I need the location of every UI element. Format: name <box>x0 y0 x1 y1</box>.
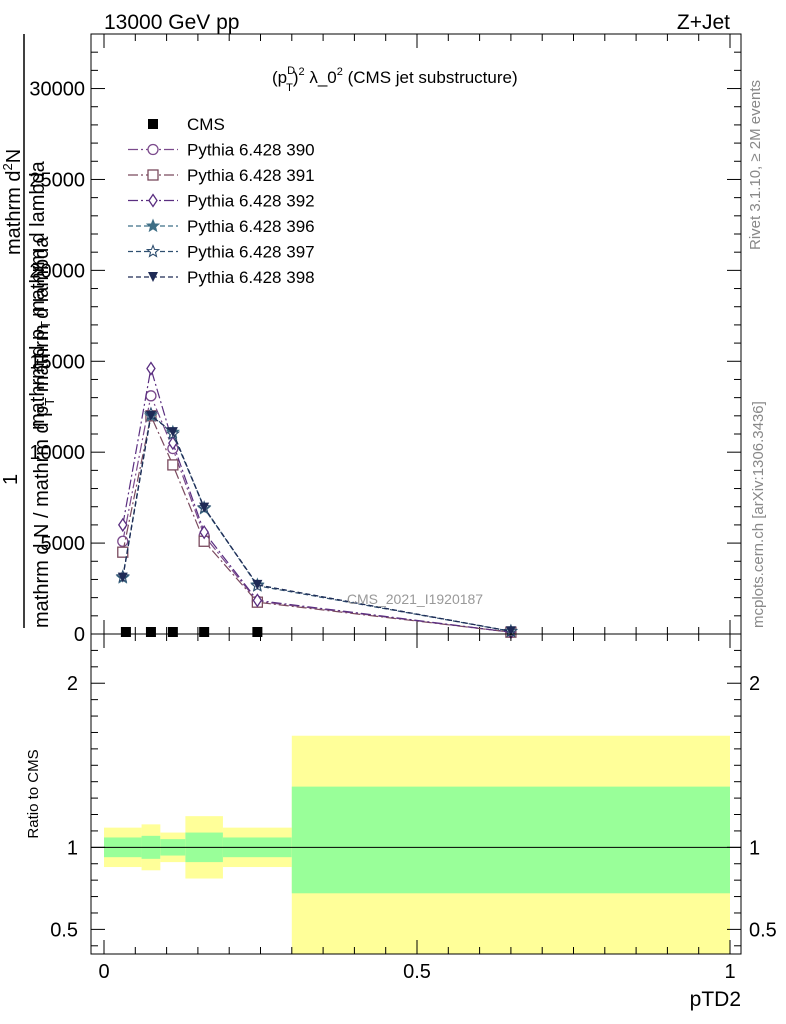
legend-marker <box>148 193 158 208</box>
ratio-y-tick-label-right: 0.5 <box>749 919 777 941</box>
data-point <box>199 627 210 637</box>
legend-label: Pythia 6.428 398 <box>187 268 315 287</box>
series-line <box>122 368 511 633</box>
data-point <box>117 572 128 583</box>
legend-label: CMS <box>187 115 225 134</box>
legend-item: Pythia 6.428 391 <box>128 166 315 185</box>
y-tick-label: 25000 <box>29 169 85 191</box>
legend-item: Pythia 6.428 398 <box>128 268 315 287</box>
legend-label: Pythia 6.428 392 <box>187 192 315 211</box>
ylabel-numerator: mathrm d2N <box>0 149 25 255</box>
ratio-y-tick-label-right: 2 <box>749 673 760 695</box>
header-right: Z+Jet <box>677 11 730 34</box>
data-point <box>145 627 156 637</box>
y-tick-label: 5000 <box>41 533 86 555</box>
mcplots-label: mcplots.cern.ch [arXiv:1306.3436] <box>750 401 767 628</box>
main-plot: 0 5000 10000 15000 20000 25000 30000 <box>29 33 742 646</box>
data-point <box>167 459 179 471</box>
x-tick-label: 1 <box>724 961 735 983</box>
legend-item: Pythia 6.428 396 <box>128 217 315 236</box>
main-ylabel: 1 mathrm d N / mathrm d pT mathrm d lamb… <box>0 34 57 628</box>
ratio-y-tick-label-right: 1 <box>749 837 760 859</box>
ylabel-denominator: mathrm d N / mathrm d pT mathrm d lambda <box>31 236 57 628</box>
data-point <box>167 627 178 637</box>
ylabel-fraction-2: mathrm d pTmathrm d lambda <box>27 160 53 430</box>
data-point <box>252 579 263 590</box>
data-point <box>505 626 516 637</box>
ratio-ylabel: Ratio to CMS <box>25 749 42 838</box>
y-tick-label: 0 <box>74 624 85 646</box>
ratio-plot: 0.5 0.5 1 1 2 2 0 0.5 1 <box>50 633 777 983</box>
data-point <box>252 627 263 637</box>
xlabel: pTD2 <box>690 988 741 1011</box>
data-point <box>199 502 210 513</box>
legend-marker <box>145 218 161 233</box>
data-point <box>199 525 209 540</box>
data-point <box>117 546 129 558</box>
legend-marker <box>147 143 159 156</box>
data-point <box>252 593 263 608</box>
data-point <box>145 410 156 421</box>
legend-label: Pythia 6.428 391 <box>187 166 315 185</box>
series-line <box>122 414 512 632</box>
legend-label: Pythia 6.428 390 <box>187 141 315 160</box>
legend-marker <box>147 169 159 181</box>
legend-item: Pythia 6.428 390 <box>128 141 315 160</box>
data-point <box>117 517 128 533</box>
data-point <box>167 427 178 438</box>
legend-marker <box>148 119 158 129</box>
y-tick-label: 20000 <box>29 260 85 282</box>
y-tick-label: 10000 <box>29 442 85 464</box>
ratio-ticks: 0.5 0.5 1 1 2 2 0 0.5 1 <box>50 634 777 983</box>
series-0 <box>120 627 516 637</box>
legend-item: Pythia 6.428 397 <box>128 243 315 262</box>
series-6 <box>117 410 516 637</box>
ratio-y-tick-label: 1 <box>67 837 78 859</box>
chart-title: (pD T)2 λ_02 (CMS jet substructure) <box>272 65 518 94</box>
analysis-watermark: CMS_2021_I1920187 <box>347 591 483 607</box>
y-tick-label: 15000 <box>29 351 85 373</box>
ratio-band-green <box>291 786 730 894</box>
rivet-label: Rivet 3.1.10, ≥ 2M events <box>747 80 764 250</box>
data-point <box>146 361 156 376</box>
x-tick-label: 0.5 <box>403 961 431 983</box>
legend-label: Pythia 6.428 396 <box>187 217 315 236</box>
ratio-y-tick-label: 0.5 <box>50 919 78 941</box>
legend-label: Pythia 6.428 397 <box>187 243 315 262</box>
ratio-bands <box>104 735 730 954</box>
y-tick-label: 30000 <box>29 79 85 101</box>
main-ticks: 0 5000 10000 15000 20000 25000 30000 <box>29 34 741 646</box>
legend-item: Pythia 6.428 392 <box>128 192 315 211</box>
data-point <box>120 627 131 637</box>
header-left: 13000 GeV pp <box>104 11 239 34</box>
legend-marker <box>145 243 161 258</box>
legend: CMS Pythia 6.428 390 Pythia 6.428 391 Pythi… <box>128 115 315 287</box>
legend-marker <box>148 272 158 282</box>
x-tick-label: 0 <box>98 961 109 983</box>
data-point <box>145 390 157 402</box>
legend-item: CMS <box>148 115 225 134</box>
ylabel-one: 1 <box>0 474 22 485</box>
ratio-y-tick-label: 2 <box>67 673 78 695</box>
ratio-plot-frame <box>90 633 742 955</box>
